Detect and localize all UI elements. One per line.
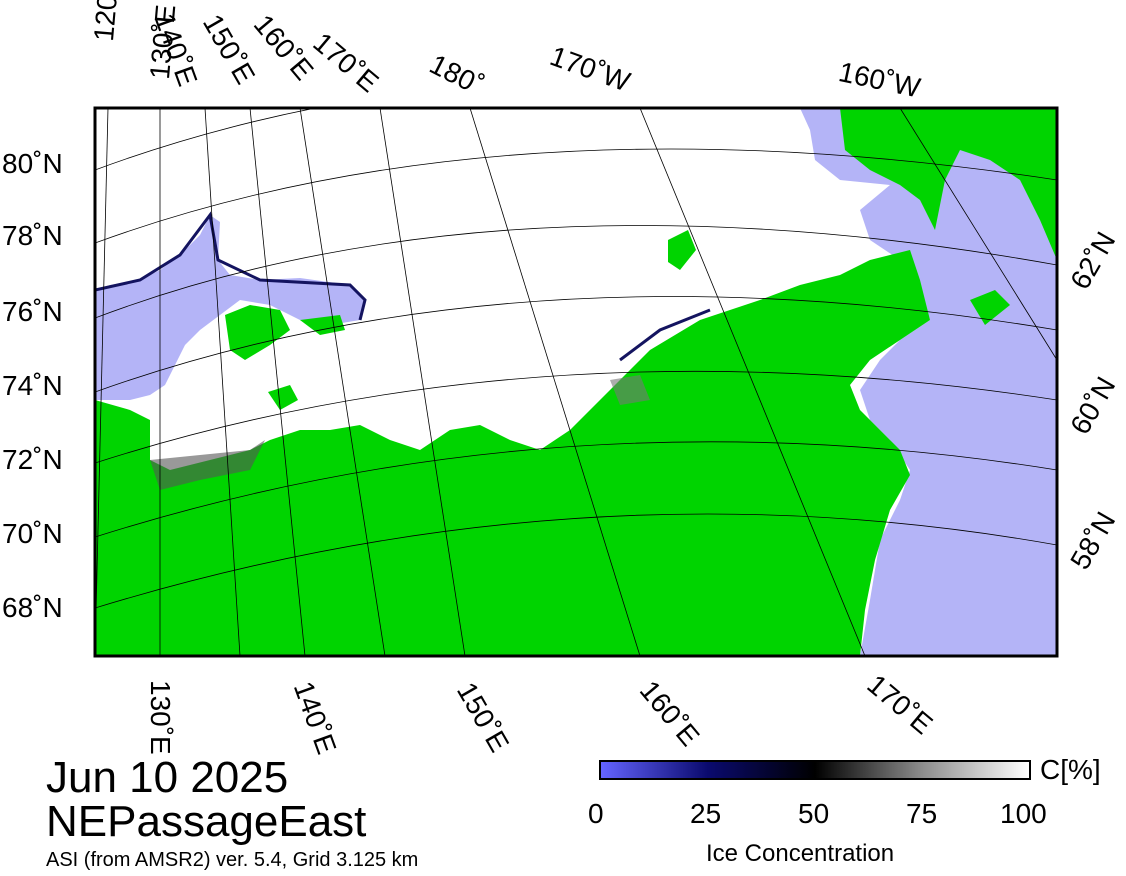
land-bear-island	[268, 385, 298, 410]
product-caption: ASI (from AMSR2) ver. 5.4, Grid 3.125 km	[46, 849, 419, 871]
lat-label-left: 74˚N	[2, 370, 63, 401]
date-title: Jun 10 2025	[46, 753, 289, 802]
lon-label-top: 120˚E	[88, 0, 126, 43]
colorbar-tick: 50	[798, 798, 830, 829]
colorbar-tick: 25	[690, 798, 722, 829]
colorbar-unit: C[%]	[1040, 754, 1101, 785]
land-new-siberian-islands	[225, 305, 290, 360]
colorbar-tick: 0	[588, 798, 604, 829]
coastal-ice-lena-delta	[150, 440, 265, 490]
colorbar-tick: 75	[906, 798, 938, 829]
lat-label-left: 70˚N	[2, 518, 63, 549]
ice-edge-chukchi	[619, 308, 711, 362]
land-new-siberian-islands-2	[300, 315, 345, 335]
lat-label-left: 78˚N	[2, 220, 63, 251]
region-title: NEPassageEast	[46, 797, 367, 846]
colorbar	[599, 760, 1031, 780]
open-water-bering	[800, 108, 1057, 656]
colorbar-label: Ice Concentration	[706, 840, 895, 867]
land-wrangel-island	[668, 230, 696, 270]
ice-edge-laptev	[95, 211, 367, 321]
open-water-laptev	[95, 215, 365, 400]
lat-label-left: 76˚N	[2, 296, 63, 327]
land-st-lawrence	[970, 290, 1010, 325]
graticule	[95, 108, 1057, 656]
land-alaska	[840, 108, 1057, 260]
lat-label-left: 68˚N	[2, 592, 63, 623]
lon-label-bottom: 130˚E	[145, 680, 176, 755]
lat-label-left: 72˚N	[2, 444, 63, 475]
lat-label-left: 80˚N	[2, 148, 63, 179]
map-frame-border	[93, 106, 1059, 658]
land-siberia	[95, 250, 930, 656]
colorbar-tick: 100	[1000, 798, 1047, 829]
coastal-ice-east	[610, 375, 650, 405]
